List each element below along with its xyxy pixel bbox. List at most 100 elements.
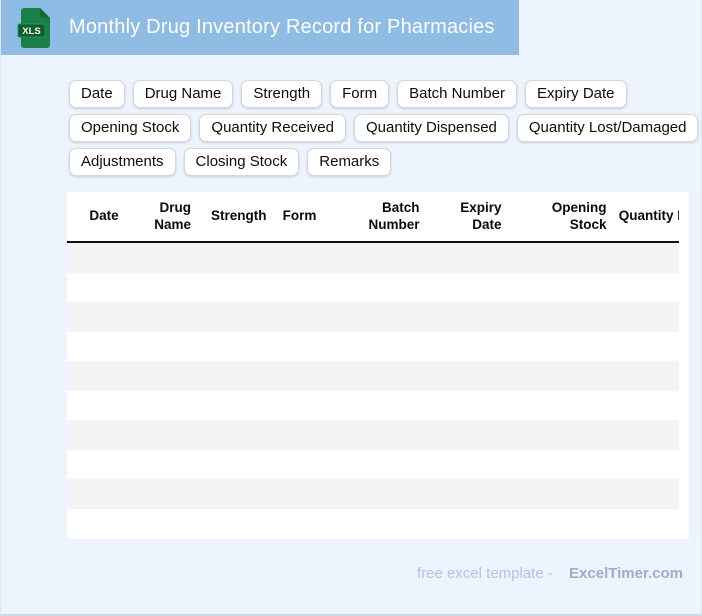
table-cell-empty[interactable] bbox=[67, 272, 141, 302]
field-chip-drug-name[interactable]: Drug Name bbox=[132, 80, 234, 108]
table-row[interactable] bbox=[67, 420, 679, 450]
table-cell-empty[interactable] bbox=[328, 302, 426, 332]
table-row[interactable] bbox=[67, 242, 679, 273]
table-cell-empty[interactable] bbox=[141, 331, 207, 361]
table-cell-empty[interactable] bbox=[328, 331, 426, 361]
table-cell-empty[interactable] bbox=[328, 272, 426, 302]
table-cell-empty[interactable] bbox=[67, 331, 141, 361]
table-row[interactable] bbox=[67, 361, 679, 391]
table-cell-empty[interactable] bbox=[425, 420, 508, 450]
table-cell-empty[interactable] bbox=[141, 479, 207, 509]
table-cell-empty[interactable] bbox=[507, 272, 613, 302]
table-cell-empty[interactable] bbox=[67, 242, 141, 273]
table-row[interactable] bbox=[67, 508, 679, 538]
table-cell-empty[interactable] bbox=[612, 331, 679, 361]
table-cell-empty[interactable] bbox=[207, 242, 271, 273]
table-cell-empty[interactable] bbox=[507, 302, 613, 332]
table-cell-empty[interactable] bbox=[612, 508, 679, 538]
table-cell-empty[interactable] bbox=[207, 361, 271, 391]
table-cell-empty[interactable] bbox=[507, 361, 613, 391]
table-cell-empty[interactable] bbox=[328, 479, 426, 509]
table-cell-empty[interactable] bbox=[141, 302, 207, 332]
table-cell-empty[interactable] bbox=[67, 390, 141, 420]
table-cell-empty[interactable] bbox=[141, 449, 207, 479]
field-chip-remarks[interactable]: Remarks bbox=[307, 148, 392, 176]
table-cell-empty[interactable] bbox=[425, 302, 508, 332]
table-cell-empty[interactable] bbox=[425, 242, 508, 273]
table-cell-empty[interactable] bbox=[507, 479, 613, 509]
table-cell-empty[interactable] bbox=[141, 390, 207, 420]
table-cell-empty[interactable] bbox=[612, 449, 679, 479]
field-chip-expiry-date[interactable]: Expiry Date bbox=[524, 80, 627, 108]
table-row[interactable] bbox=[67, 449, 679, 479]
table-cell-empty[interactable] bbox=[270, 508, 329, 538]
table-cell-empty[interactable] bbox=[270, 302, 329, 332]
field-chip-opening-stock[interactable]: Opening Stock bbox=[69, 114, 192, 142]
table-cell-empty[interactable] bbox=[507, 390, 613, 420]
table-cell-empty[interactable] bbox=[612, 272, 679, 302]
table-cell-empty[interactable] bbox=[425, 390, 508, 420]
table-cell-empty[interactable] bbox=[612, 390, 679, 420]
table-cell-empty[interactable] bbox=[270, 420, 329, 450]
table-cell-empty[interactable] bbox=[507, 242, 613, 273]
table-cell-empty[interactable] bbox=[207, 331, 271, 361]
field-chip-date[interactable]: Date bbox=[69, 80, 125, 108]
footer-brand-link[interactable]: ExcelTimer.com bbox=[569, 565, 683, 582]
table-cell-empty[interactable] bbox=[207, 302, 271, 332]
table-cell-empty[interactable] bbox=[328, 420, 426, 450]
table-cell-empty[interactable] bbox=[141, 361, 207, 391]
table-cell-empty[interactable] bbox=[207, 449, 271, 479]
table-cell-empty[interactable] bbox=[141, 420, 207, 450]
table-cell-empty[interactable] bbox=[425, 508, 508, 538]
field-chip-adjustments[interactable]: Adjustments bbox=[69, 148, 176, 176]
table-cell-empty[interactable] bbox=[507, 508, 613, 538]
field-chip-closing-stock[interactable]: Closing Stock bbox=[183, 148, 300, 176]
table-cell-empty[interactable] bbox=[425, 331, 508, 361]
field-chip-strength[interactable]: Strength bbox=[241, 80, 323, 108]
table-row[interactable] bbox=[67, 272, 679, 302]
table-cell-empty[interactable] bbox=[425, 361, 508, 391]
field-chip-quantity-received[interactable]: Quantity Received bbox=[199, 114, 346, 142]
table-cell-empty[interactable] bbox=[425, 449, 508, 479]
table-cell-empty[interactable] bbox=[612, 361, 679, 391]
table-cell-empty[interactable] bbox=[270, 390, 329, 420]
table-cell-empty[interactable] bbox=[425, 479, 508, 509]
table-cell-empty[interactable] bbox=[328, 390, 426, 420]
table-cell-empty[interactable] bbox=[67, 508, 141, 538]
table-row[interactable] bbox=[67, 302, 679, 332]
table-cell-empty[interactable] bbox=[328, 449, 426, 479]
table-cell-empty[interactable] bbox=[207, 420, 271, 450]
table-cell-empty[interactable] bbox=[507, 420, 613, 450]
table-cell-empty[interactable] bbox=[612, 479, 679, 509]
table-scroll-area[interactable]: Date Drug Name Strength Form Batch Number Exp… bbox=[67, 192, 679, 539]
table-cell-empty[interactable] bbox=[425, 272, 508, 302]
table-cell-empty[interactable] bbox=[328, 361, 426, 391]
table-cell-empty[interactable] bbox=[67, 302, 141, 332]
table-cell-empty[interactable] bbox=[612, 242, 679, 273]
table-cell-empty[interactable] bbox=[507, 331, 613, 361]
table-cell-empty[interactable] bbox=[67, 449, 141, 479]
table-cell-empty[interactable] bbox=[612, 420, 679, 450]
table-cell-empty[interactable] bbox=[270, 449, 329, 479]
table-cell-empty[interactable] bbox=[507, 449, 613, 479]
table-cell-empty[interactable] bbox=[328, 508, 426, 538]
field-chip-quantity-dispensed[interactable]: Quantity Dispensed bbox=[353, 114, 509, 142]
table-row[interactable] bbox=[67, 331, 679, 361]
table-row[interactable] bbox=[67, 479, 679, 509]
table-cell-empty[interactable] bbox=[270, 272, 329, 302]
table-cell-empty[interactable] bbox=[612, 302, 679, 332]
table-cell-empty[interactable] bbox=[67, 479, 141, 509]
table-cell-empty[interactable] bbox=[67, 420, 141, 450]
table-cell-empty[interactable] bbox=[270, 479, 329, 509]
table-cell-empty[interactable] bbox=[67, 361, 141, 391]
field-chip-batch-number[interactable]: Batch Number bbox=[397, 80, 517, 108]
table-cell-empty[interactable] bbox=[207, 479, 271, 509]
field-chip-quantity-lost-damaged[interactable]: Quantity Lost/Damaged bbox=[516, 114, 699, 142]
table-cell-empty[interactable] bbox=[270, 242, 329, 273]
field-chip-form[interactable]: Form bbox=[330, 80, 390, 108]
table-cell-empty[interactable] bbox=[141, 508, 207, 538]
table-cell-empty[interactable] bbox=[141, 242, 207, 273]
table-cell-empty[interactable] bbox=[270, 361, 329, 391]
table-cell-empty[interactable] bbox=[207, 508, 271, 538]
table-cell-empty[interactable] bbox=[207, 272, 271, 302]
